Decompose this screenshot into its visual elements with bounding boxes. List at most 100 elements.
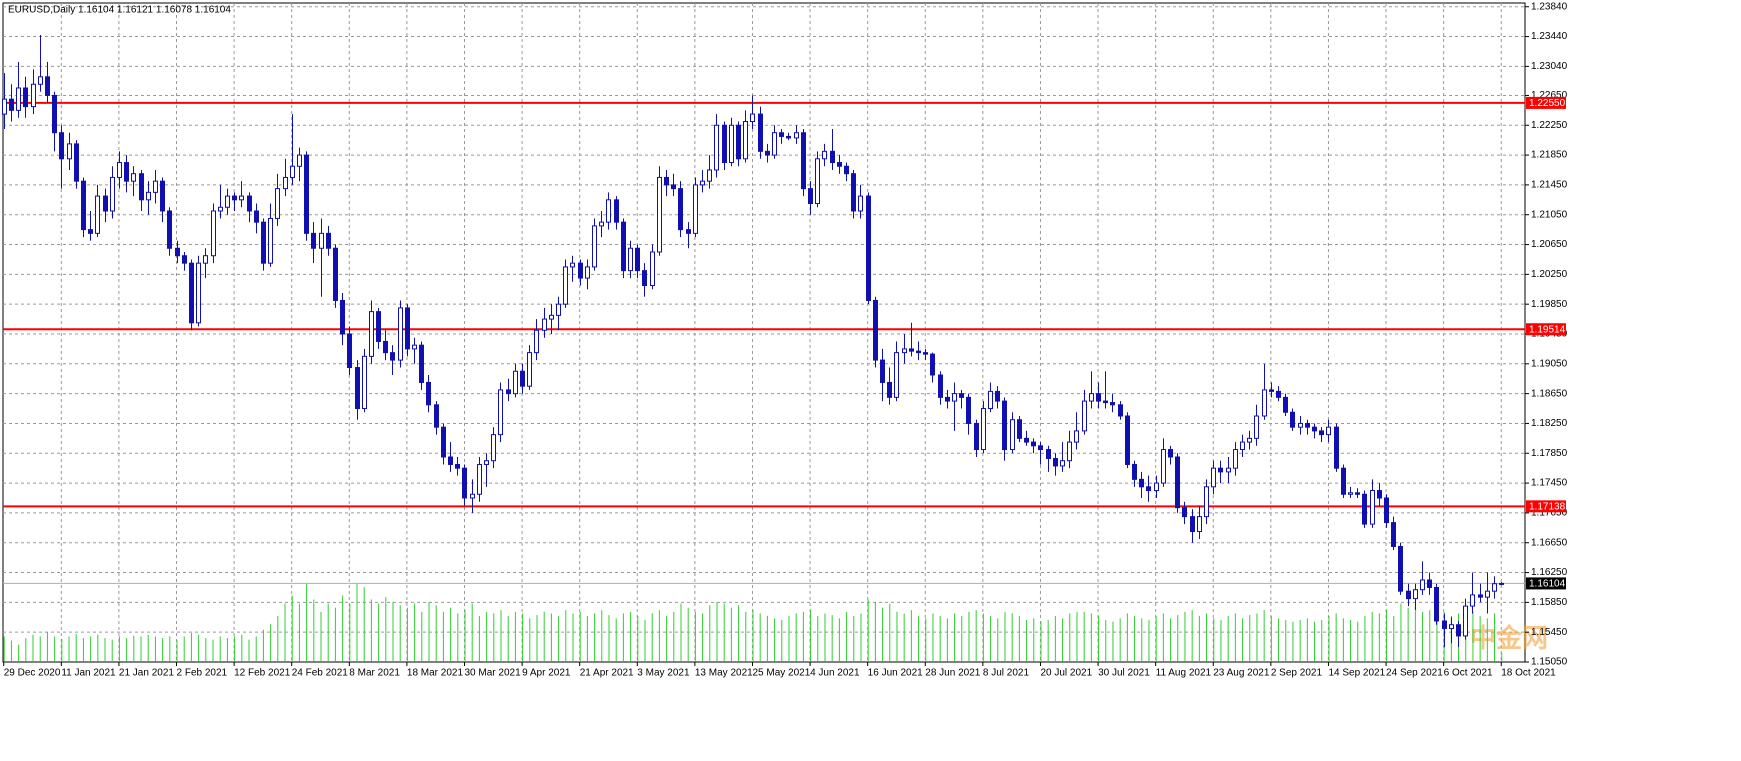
candle-body bbox=[340, 299, 345, 335]
candle-body bbox=[477, 463, 482, 495]
level-label: 1.17138 bbox=[1529, 501, 1566, 512]
candle-body bbox=[952, 393, 957, 402]
x-tick-label: 18 Mar 2021 bbox=[407, 668, 464, 679]
candle-body bbox=[866, 195, 871, 301]
candle-body bbox=[664, 176, 669, 186]
candle-body bbox=[261, 221, 266, 264]
candle-body bbox=[923, 352, 928, 355]
candle-body bbox=[606, 199, 611, 223]
candle-body bbox=[1470, 594, 1475, 607]
candle-body bbox=[434, 404, 439, 428]
candle-body bbox=[124, 162, 129, 182]
x-tick-label: 9 Apr 2021 bbox=[522, 668, 571, 679]
candle-body bbox=[1110, 402, 1115, 406]
candle-body bbox=[1089, 393, 1094, 402]
candle-body bbox=[1341, 467, 1346, 495]
candle-body bbox=[290, 165, 295, 178]
candle-body bbox=[614, 199, 619, 223]
candle-body bbox=[167, 210, 172, 249]
candle-body bbox=[470, 493, 475, 499]
x-tick-label: 21 Apr 2021 bbox=[580, 668, 634, 679]
candle-body bbox=[851, 173, 856, 212]
candle-body bbox=[1103, 400, 1108, 404]
candle-body bbox=[1125, 415, 1130, 465]
candle-body bbox=[981, 408, 986, 451]
candle-body bbox=[23, 87, 28, 108]
candle-body bbox=[621, 221, 626, 272]
candle-body bbox=[858, 195, 863, 212]
level-label: 1.19514 bbox=[1529, 324, 1566, 335]
candle-body bbox=[714, 124, 719, 171]
candle-body bbox=[995, 390, 1000, 402]
candle-body bbox=[729, 124, 734, 164]
candle-body bbox=[1319, 430, 1324, 436]
candle-body bbox=[628, 247, 633, 272]
candle-body bbox=[419, 344, 424, 383]
candle-body bbox=[722, 124, 727, 164]
y-tick-label: 1.19850 bbox=[1531, 299, 1568, 310]
candle-body bbox=[1038, 445, 1043, 451]
candle-body bbox=[362, 355, 367, 410]
candle-body bbox=[74, 143, 79, 182]
candle-body bbox=[175, 247, 180, 257]
level-tag bbox=[1526, 323, 1566, 336]
candle-body bbox=[1247, 437, 1252, 443]
y-tick-label: 1.17850 bbox=[1531, 448, 1568, 459]
candle-body bbox=[203, 255, 208, 264]
candle-body bbox=[67, 143, 72, 160]
x-tick-label: 3 May 2021 bbox=[637, 668, 690, 679]
candle-body bbox=[794, 132, 799, 139]
candle-body bbox=[275, 188, 280, 219]
candle-body bbox=[376, 311, 381, 342]
candle-body bbox=[412, 344, 417, 350]
x-tick-label: 25 May 2021 bbox=[752, 668, 810, 679]
y-tick-label: 1.21850 bbox=[1531, 150, 1568, 161]
candle-body bbox=[974, 422, 979, 451]
candle-body bbox=[153, 180, 158, 193]
candle-body bbox=[1010, 419, 1015, 451]
candle-body bbox=[693, 184, 698, 234]
candle-body bbox=[1024, 437, 1029, 443]
candle-body bbox=[1204, 486, 1209, 518]
candle-body bbox=[707, 169, 712, 182]
x-tick-label: 28 Jun 2021 bbox=[925, 668, 980, 679]
candle-body bbox=[1240, 441, 1245, 451]
candle-body bbox=[1190, 516, 1195, 533]
candle-body bbox=[326, 232, 331, 249]
y-tick-label: 1.20250 bbox=[1531, 269, 1568, 280]
candle-body bbox=[563, 266, 568, 305]
y-tick-label: 1.15450 bbox=[1531, 627, 1568, 638]
candle-body bbox=[1182, 507, 1187, 518]
candle-body bbox=[1161, 449, 1166, 484]
candle-body bbox=[1175, 456, 1180, 509]
candle-body bbox=[1002, 400, 1007, 451]
candle-body bbox=[1139, 478, 1144, 488]
candle-body bbox=[146, 191, 151, 201]
candle-body bbox=[642, 270, 647, 287]
candle-body bbox=[254, 210, 259, 223]
candle-body bbox=[225, 195, 230, 208]
y-tick-label: 1.23040 bbox=[1531, 61, 1568, 72]
candle-body bbox=[182, 255, 187, 264]
candle-body bbox=[355, 367, 360, 410]
candle-body bbox=[815, 158, 820, 205]
candle-body bbox=[966, 396, 971, 424]
candle-body bbox=[1449, 624, 1454, 629]
candle-body bbox=[1305, 422, 1310, 428]
candle-body bbox=[117, 162, 122, 178]
candle-body bbox=[513, 370, 518, 395]
candle-body bbox=[1031, 441, 1036, 447]
candle-body bbox=[1456, 624, 1461, 637]
candle-body bbox=[801, 132, 806, 190]
candle-body bbox=[1355, 492, 1360, 495]
candle-body bbox=[498, 389, 503, 436]
candle-body bbox=[1053, 457, 1058, 467]
watermark: 中金网 bbox=[1470, 623, 1548, 653]
last-price-label: 1.16104 bbox=[1529, 579, 1566, 590]
candle-body bbox=[1118, 404, 1123, 417]
x-tick-label: 14 Sep 2021 bbox=[1328, 668, 1385, 679]
x-tick-label: 2 Feb 2021 bbox=[177, 668, 228, 679]
candle-body bbox=[196, 262, 201, 324]
x-tick-label: 8 Mar 2021 bbox=[349, 668, 400, 679]
